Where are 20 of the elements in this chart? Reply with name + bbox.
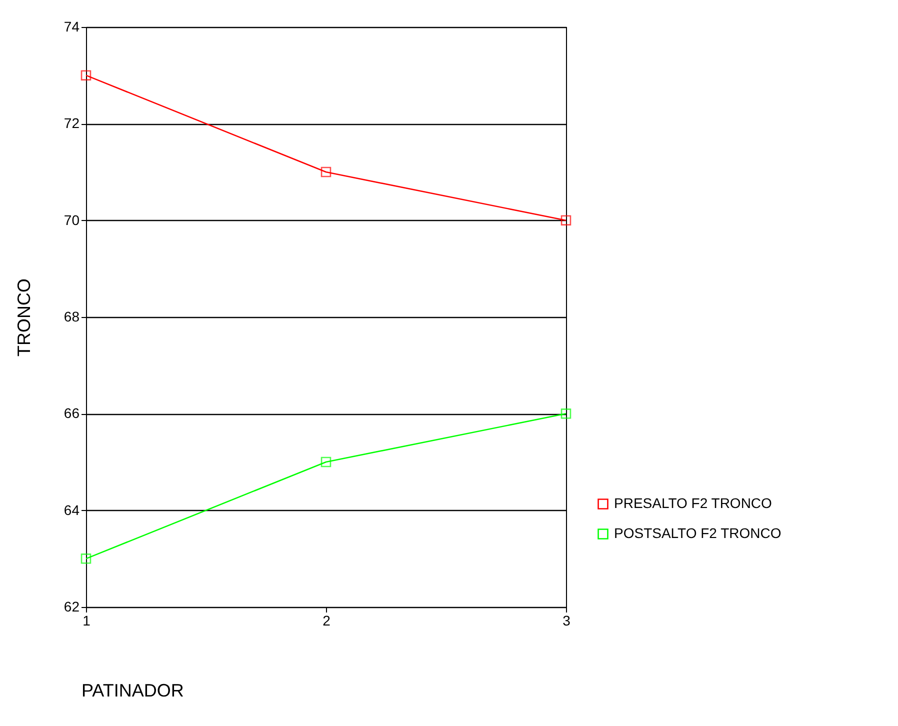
- y-tick-label: 66: [64, 405, 80, 422]
- point: [80, 70, 92, 80]
- legend-label: POSTSALTO F2 TRONCO: [614, 525, 782, 541]
- point: [560, 408, 572, 419]
- y-tick-label: 72: [64, 115, 80, 132]
- x-tick-label: 3: [562, 612, 571, 628]
- legend-label: PRESALTO F2 TRONCO: [614, 495, 772, 511]
- y-tick-label: 62: [64, 598, 80, 614]
- y-tick-label: 68: [64, 308, 80, 324]
- point: [560, 215, 572, 226]
- point: [320, 456, 332, 468]
- point: [80, 554, 92, 564]
- y-tick-label: 70: [64, 212, 80, 228]
- x-tick-label: 1: [82, 612, 91, 628]
- y-tick-label: 64: [64, 502, 80, 518]
- x-axis-title: PATINADOR: [82, 680, 184, 700]
- point: [320, 166, 332, 178]
- x-tick-label: 2: [322, 612, 331, 628]
- y-axis-title: TRONCO: [14, 278, 34, 356]
- y-tick-label: 74: [64, 18, 80, 34]
